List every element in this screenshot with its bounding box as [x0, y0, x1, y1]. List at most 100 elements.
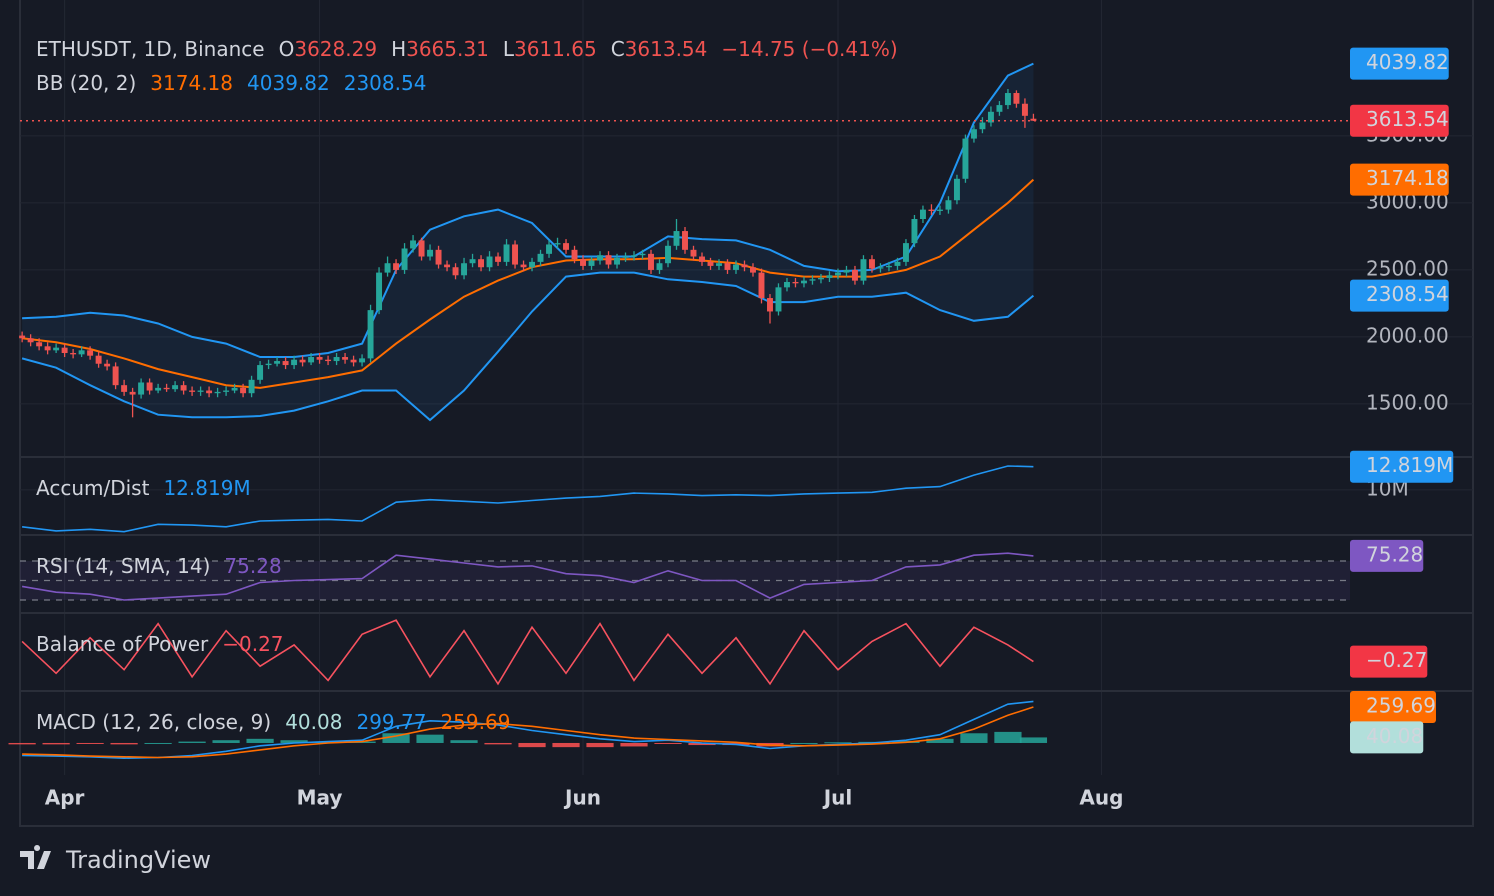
price-pill: 40.08 [1350, 721, 1424, 754]
macd-line [22, 700, 1034, 760]
candle-body [452, 267, 459, 276]
candle-body [987, 111, 994, 123]
histogram-bar [1019, 737, 1048, 743]
candle-body [444, 264, 451, 268]
candle-body [826, 275, 833, 278]
legend: BB (20, 2) 3174.18 4039.82 2308.54 [36, 71, 426, 95]
candle-body [512, 244, 519, 265]
legend-item: Balance of Power [36, 632, 209, 656]
candle-body [308, 357, 315, 363]
y-tick-label: 2000.00 [1366, 323, 1449, 347]
candle-body [223, 390, 230, 392]
candle-body [104, 363, 111, 367]
legend: RSI (14, SMA, 14) 75.28 [36, 554, 282, 578]
candle-body [172, 385, 179, 390]
pill-label: −0.27 [1366, 648, 1427, 672]
candle-body [665, 245, 671, 264]
candle-body [953, 178, 960, 201]
candle-body [716, 263, 722, 266]
candle-body [860, 259, 867, 281]
x-tick-label: Aug [1079, 786, 1123, 810]
candle-body [401, 248, 408, 270]
histogram-bar [790, 742, 818, 744]
legend-item: 40.08 [285, 710, 342, 734]
tradingview-logo: TradingView [20, 845, 211, 874]
pill-label: 12.819M [1366, 453, 1453, 477]
legend-item: RSI (14, SMA, 14) [36, 554, 210, 578]
signal-line [22, 706, 1034, 759]
candle-body [359, 358, 366, 363]
brand: TradingView [65, 846, 211, 874]
candle-body [877, 267, 884, 269]
price-pill: 75.28 [1350, 539, 1424, 572]
histogram-bar [42, 742, 70, 745]
candle-body [197, 390, 204, 392]
candle-body [189, 390, 196, 392]
histogram-bar [178, 741, 206, 743]
candle-body [520, 264, 527, 268]
candle-body [605, 255, 612, 265]
candle-body [299, 359, 306, 363]
frame [19, 0, 1474, 827]
price-pill: 259.69 [1350, 690, 1436, 723]
legend-item: O [279, 37, 295, 61]
candle-body [1004, 93, 1011, 106]
candle-body [95, 355, 102, 364]
legend: ETHUSDT, 1D, Binance O3628.29 H3665.31 L361… [36, 37, 898, 61]
candle-body [529, 261, 536, 268]
candle-body [724, 263, 731, 270]
histogram-bar [552, 742, 580, 748]
x-tick-label: Jun [563, 786, 601, 810]
price-pill: 12.819M [1350, 450, 1454, 483]
candle-body [656, 263, 663, 270]
candle-body [1021, 103, 1028, 116]
candle-body [342, 357, 349, 360]
price-pill: 3174.18 [1350, 163, 1449, 196]
indicator-line [22, 465, 1034, 533]
candle-body [427, 249, 434, 257]
candle-body [316, 357, 323, 360]
pill-label: 75.28 [1366, 542, 1423, 566]
pill-bg [1350, 47, 1449, 80]
candle-body [682, 231, 688, 250]
candle-body [818, 277, 824, 280]
candle-body [257, 365, 264, 380]
price-pill: −0.27 [1350, 645, 1428, 678]
histogram-bar [280, 740, 308, 743]
pill-label: 40.08 [1366, 724, 1423, 748]
candle-body [393, 263, 400, 270]
histogram-bar [382, 733, 410, 743]
pill-label: 3174.18 [1366, 166, 1449, 190]
candle-body [784, 281, 790, 288]
legend-item: −0.27 [222, 632, 283, 656]
candle-body [936, 209, 943, 211]
candle-body [333, 357, 340, 362]
candle-body [138, 382, 145, 395]
candle-body [53, 347, 60, 351]
candle-body [801, 280, 807, 284]
price-pill: 2308.54 [1350, 279, 1449, 312]
legend: Balance of Power −0.27 [36, 632, 284, 656]
legend-item: 3611.65 [514, 37, 597, 61]
legend-item: ETHUSDT, 1D, Binance [36, 37, 265, 61]
pill-bg [1350, 450, 1454, 483]
legend-item: 3174.18 [150, 71, 233, 95]
legend: MACD (12, 26, close, 9) 40.08 299.77 259.69 [36, 710, 510, 734]
candle-body [70, 353, 77, 355]
candle-body [435, 249, 442, 265]
legend-item: 3665.31 [406, 37, 489, 61]
legend-item: L [503, 37, 515, 61]
pill-bg [1350, 104, 1449, 137]
candle-body [622, 256, 629, 258]
candle-body [112, 366, 119, 386]
histogram-bar [620, 742, 648, 747]
candle-body [699, 256, 705, 262]
histogram-bar [586, 742, 614, 748]
histogram-bar [212, 740, 240, 743]
candle-body [911, 218, 918, 244]
histogram-bar [654, 742, 682, 744]
pill-label: 259.69 [1366, 693, 1436, 717]
candle-body [384, 263, 391, 273]
candle-body [758, 272, 765, 299]
